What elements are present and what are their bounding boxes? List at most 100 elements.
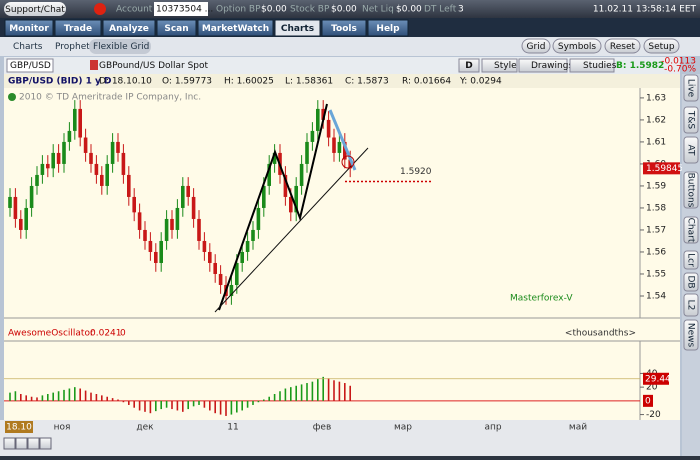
side-tab-label: T&S <box>686 110 696 130</box>
candle-body <box>154 251 158 263</box>
tab[interactable] <box>321 19 367 37</box>
y-tick-label: 1.58 <box>646 203 666 213</box>
candle-body <box>235 262 239 285</box>
candle-body <box>240 251 244 263</box>
candle-body <box>164 218 169 241</box>
dt-left-label: DT Left <box>424 5 457 15</box>
side-tab[interactable] <box>683 106 699 134</box>
candle-body <box>94 163 99 175</box>
zoom-reset[interactable] <box>39 437 52 450</box>
drawings-label: Drawings <box>531 61 573 71</box>
subtab[interactable]: Prophet <box>55 42 90 52</box>
candle-body <box>100 174 104 186</box>
y-tick-label: 1.61 <box>646 137 666 147</box>
info-extra: Y: 0.0294 <box>459 77 502 87</box>
drawings-button[interactable] <box>518 58 568 73</box>
toolbar-button[interactable] <box>604 38 641 54</box>
candle-body <box>116 141 120 153</box>
candle-body <box>110 141 115 164</box>
candle-body <box>305 141 309 164</box>
side-tab[interactable] <box>683 136 699 164</box>
candle-body <box>299 163 304 186</box>
candle-body <box>83 137 88 153</box>
zoom-in[interactable] <box>3 437 16 450</box>
account-box[interactable] <box>154 2 208 16</box>
symbol: GBP/USD <box>10 61 51 71</box>
info-low: L: 1.58361 <box>285 77 333 87</box>
option-bp-label: Option BP <box>216 5 261 15</box>
tab[interactable] <box>197 19 274 37</box>
y-tick-label: 1.63 <box>646 93 666 103</box>
net-liq: $0.00 <box>396 5 422 15</box>
zoom-out[interactable] <box>15 437 28 450</box>
tab[interactable] <box>274 19 321 37</box>
candle-body <box>8 196 12 208</box>
stock-bp-label: Stock BP <box>290 5 330 15</box>
candle-body <box>332 137 336 153</box>
candle-body <box>46 163 50 169</box>
toolbar-button-label: Symbols <box>558 42 597 52</box>
toolbar-button[interactable] <box>521 38 551 54</box>
candle-body <box>148 240 153 252</box>
side-tab[interactable] <box>683 74 699 102</box>
studies-button[interactable] <box>569 58 615 73</box>
candle-body <box>326 119 331 138</box>
side-tab-label: Lcr <box>686 253 696 267</box>
side-tab-label: News <box>686 323 696 348</box>
candle-body <box>245 240 250 252</box>
watermark: Masterforex-V <box>510 294 573 304</box>
symbol-box[interactable] <box>6 58 54 73</box>
side-tab-label: DB <box>686 275 696 288</box>
tab-label: Help <box>376 24 400 34</box>
style-button[interactable] <box>481 58 518 73</box>
link-icon[interactable] <box>90 60 98 70</box>
side-tab[interactable] <box>683 171 699 209</box>
side-tab[interactable] <box>683 250 699 270</box>
tab[interactable] <box>4 19 54 37</box>
bottom-bar <box>0 420 680 456</box>
candle-body <box>132 196 136 213</box>
tab[interactable] <box>367 19 409 37</box>
date-badge: 18.10 <box>6 423 32 433</box>
osc-value: 0.0241 <box>90 329 122 339</box>
toolbar-button[interactable] <box>643 38 680 54</box>
tab[interactable] <box>54 19 102 37</box>
x-label: мар <box>394 423 412 433</box>
candle-body <box>337 141 342 153</box>
candle-body <box>121 152 126 175</box>
tab[interactable] <box>156 19 197 37</box>
candle-body <box>137 212 142 230</box>
toolbar-button-label: Reset <box>610 42 636 52</box>
tab-label: MarketWatch <box>202 24 269 34</box>
info-label: GBP/USD (BID) 1 y D <box>8 77 111 87</box>
subtab[interactable]: Charts <box>13 42 43 52</box>
toolbar-button[interactable] <box>552 38 602 54</box>
y-tick-label: 1.62 <box>646 115 666 125</box>
dt-left: 3 <box>458 5 464 15</box>
side-tab[interactable] <box>683 319 699 351</box>
candle-body <box>267 163 271 186</box>
side-tab[interactable] <box>683 216 699 244</box>
side-tab[interactable] <box>683 272 699 292</box>
side-tab[interactable] <box>683 293 699 317</box>
alert-icon[interactable] <box>94 3 106 15</box>
current-price: 1.59845 <box>646 164 683 174</box>
account-label: Account <box>116 5 153 15</box>
candle-body <box>159 240 163 263</box>
d-button[interactable] <box>458 58 480 73</box>
toolbar-button-label: Setup <box>648 42 674 52</box>
tab-label: Scan <box>164 24 188 34</box>
zoom-fit[interactable] <box>27 437 40 450</box>
stock-bp: $0.00 <box>331 5 357 15</box>
osc-zero-label: 0 <box>645 396 651 406</box>
candle-body <box>191 196 196 219</box>
candle-body <box>229 284 234 296</box>
candle-body <box>213 262 217 274</box>
support-button[interactable] <box>4 2 66 16</box>
subtab-active[interactable] <box>89 39 151 54</box>
tab[interactable] <box>102 19 156 37</box>
subtab[interactable]: Flexible Grid <box>93 42 149 52</box>
candle-body <box>105 163 109 186</box>
style-label: Style <box>494 61 517 71</box>
